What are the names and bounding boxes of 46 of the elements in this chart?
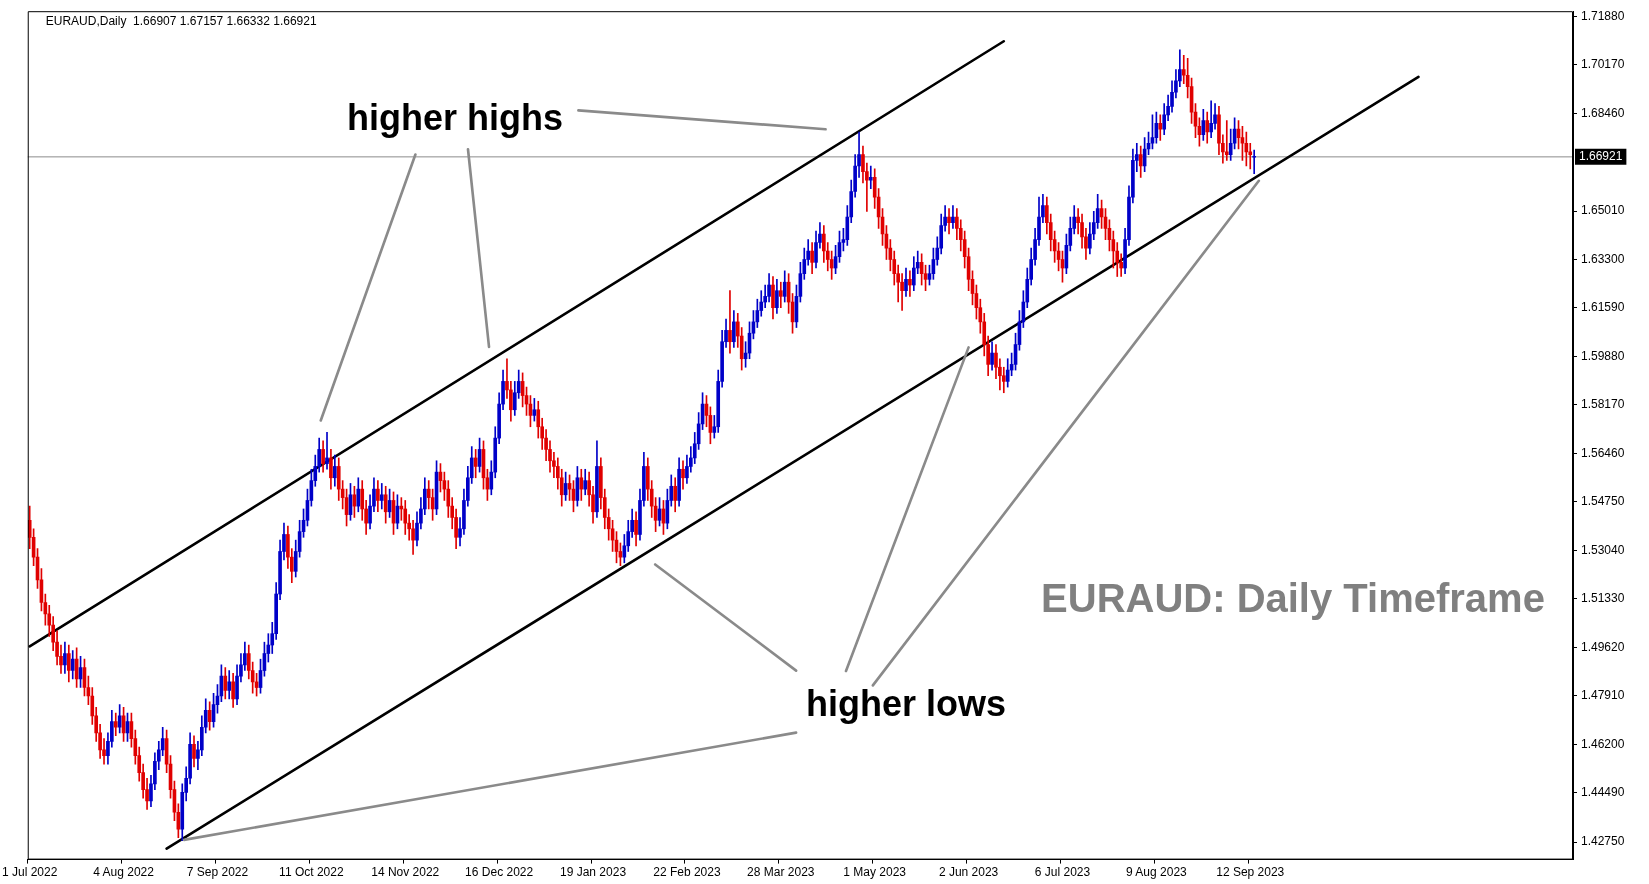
y-tick-label: 1.49620: [1581, 639, 1625, 654]
y-tick-label: 1.70170: [1581, 57, 1625, 72]
y-tick-label: 1.59880: [1581, 348, 1625, 363]
x-tick-label: 9 Aug 2023: [1126, 865, 1188, 880]
y-tick-label: 1.65010: [1581, 203, 1625, 218]
y-tick-label: 1.54750: [1581, 494, 1625, 509]
y-tick-label: 1.51330: [1581, 591, 1625, 606]
x-tick-label: 11 Oct 2022: [279, 865, 344, 880]
candlestick: [325, 432, 329, 470]
candlestick: [947, 208, 951, 235]
annotation: higher highs: [347, 96, 563, 138]
x-tick-label: 14 Nov 2022: [371, 865, 440, 880]
x-tick-label: 28 Mar 2023: [747, 865, 815, 880]
y-tick-label: 1.71880: [1581, 8, 1625, 23]
chart-subtitle: EURAUD,Daily 1.66907 1.67157 1.66332 1.66921: [45, 13, 317, 28]
y-tick-label: 1.53040: [1581, 542, 1625, 557]
ref-line-label: 1.66921: [1579, 149, 1623, 164]
y-tick-label: 1.58170: [1581, 397, 1625, 412]
candlestick: [868, 165, 873, 189]
candlestick: [1252, 149, 1256, 174]
y-tick-label: 1.44490: [1581, 785, 1625, 800]
text: EURAUD: Daily Timeframe: [1041, 576, 1545, 621]
candlestick: [951, 205, 955, 229]
y-tick-label: 1.46200: [1581, 736, 1625, 751]
candlestick: [1224, 120, 1229, 161]
y-tick-label: 1.42750: [1581, 834, 1625, 849]
candlestick: [908, 270, 912, 297]
x-tick-label: 19 Jan 2023: [560, 865, 627, 880]
x-tick-label: 16 Dec 2022: [465, 865, 534, 880]
annotation: higher lows: [805, 682, 1007, 724]
y-tick-label: 1.47910: [1581, 688, 1625, 703]
y-tick-label: 1.56460: [1581, 445, 1625, 460]
candlestick: [1158, 114, 1163, 141]
y-tick-label: 1.68460: [1581, 105, 1625, 120]
x-tick-label: 1 Jul 2022: [2, 865, 58, 880]
y-tick-label: 1.61590: [1581, 300, 1625, 315]
x-tick-label: 2 Jun 2023: [938, 865, 999, 880]
candlestick: [728, 290, 732, 354]
x-tick-label: 12 Sep 2023: [1216, 865, 1285, 880]
x-tick-label: 4 Aug 2022: [93, 865, 155, 880]
x-tick-label: 6 Jul 2023: [1034, 865, 1091, 880]
x-tick-label: 22 Feb 2023: [653, 865, 721, 880]
x-tick-label: 1 May 2023: [843, 865, 907, 880]
x-tick-label: 7 Sep 2022: [186, 865, 249, 880]
y-tick-label: 1.63300: [1581, 251, 1625, 266]
candlestick: [1209, 100, 1213, 138]
